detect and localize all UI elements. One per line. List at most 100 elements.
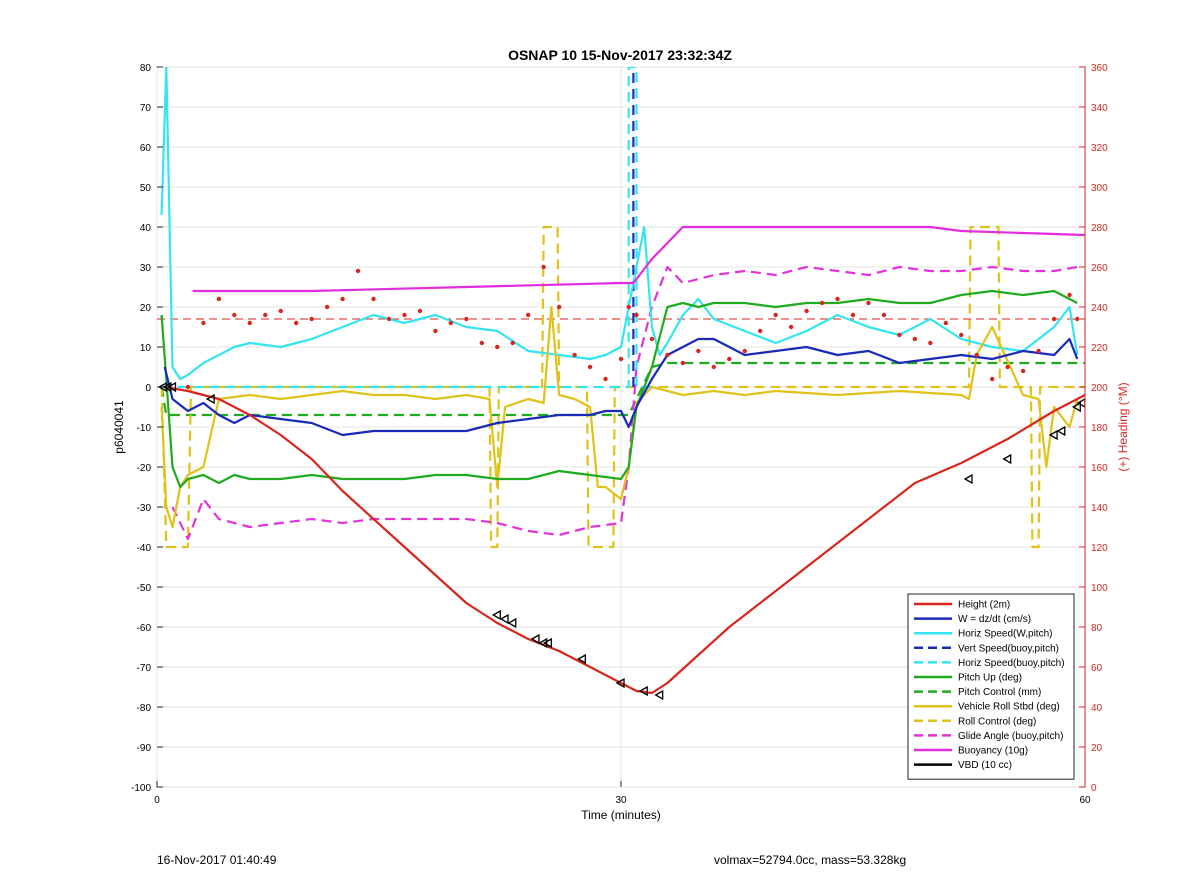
heading-dot: [819, 300, 825, 306]
heading-dot: [773, 312, 778, 318]
legend-label: Pitch Up (deg): [958, 673, 1022, 684]
tick-label-right: 320: [1091, 143, 1108, 154]
heading-dot: [247, 320, 252, 326]
height-marker: [542, 637, 552, 649]
tick-label-right: 360: [1091, 63, 1108, 74]
heading-dot: [309, 316, 314, 322]
footer-timestamp: 16-Nov-2017 01:40:49: [157, 853, 277, 867]
heading-dot: [278, 308, 283, 314]
heading-dot: [866, 300, 871, 306]
heading-dot: [626, 304, 631, 310]
legend-label: Horiz Speed(W,pitch): [958, 629, 1052, 640]
heading-dot: [386, 316, 392, 322]
y-axis-label-left: p6040041: [112, 400, 126, 454]
legend-label: Roll Control (deg): [958, 716, 1036, 727]
tick-label-right: 300: [1091, 183, 1108, 194]
tick-label-left: 70: [140, 103, 152, 114]
tick-label-right: 340: [1091, 103, 1108, 114]
height-marker: [654, 689, 664, 701]
heading-dot: [959, 332, 964, 338]
heading-dot: [835, 296, 840, 302]
height-marker: [167, 381, 177, 393]
heading-dot: [742, 348, 747, 354]
legend-label: Glide Angle (buoy,pitch): [958, 731, 1063, 742]
tick-label-left: 30: [140, 263, 152, 274]
heading-dot: [495, 344, 500, 350]
y-axis-label-right: (+) Heading (°M): [1116, 382, 1130, 471]
height-marker: [499, 613, 509, 625]
tick-label-right: 80: [1091, 623, 1103, 634]
height-markers: [157, 381, 1085, 701]
legend-label: Pitch Control (mm): [958, 687, 1041, 698]
height-marker: [162, 381, 172, 393]
series-line-1: [163, 337, 1079, 437]
tick-label-x: 0: [154, 795, 160, 806]
heading-dot: [510, 340, 515, 346]
tick-label-left: 50: [140, 183, 152, 194]
series-line-5: [160, 289, 1078, 489]
heading-dot: [696, 348, 701, 354]
heading-dot: [587, 364, 593, 370]
heading-dot: [232, 312, 237, 318]
tick-label-x: 30: [615, 795, 627, 806]
tick-label-left: -80: [137, 703, 152, 714]
heading-dot: [1020, 368, 1026, 374]
heading-dot: [417, 308, 423, 314]
heading-dot: [324, 304, 330, 310]
legend: Height (2m) W = dz/dt (cm/s) Horiz Speed(W…: [907, 593, 1075, 780]
tick-label-left: -50: [137, 583, 152, 594]
height-marker: [1056, 425, 1066, 437]
height-marker: [1048, 429, 1058, 441]
tick-label-right: 140: [1091, 503, 1108, 514]
height-marker: [615, 677, 625, 689]
heading-dot: [185, 384, 191, 390]
height-marker: [638, 685, 648, 697]
legend-label: Height (2m): [958, 600, 1010, 611]
height-marker: [538, 637, 548, 649]
tick-label-left: 40: [140, 223, 152, 234]
tick-label-left: -70: [137, 663, 152, 674]
heading-dot: [1005, 364, 1010, 370]
heading-dot: [711, 364, 716, 370]
heading-dot: [603, 376, 608, 382]
tick-label-right: 260: [1091, 263, 1108, 274]
height-marker: [1002, 453, 1012, 465]
series-line-7: [160, 305, 1079, 529]
heading-dot: [433, 328, 438, 334]
heading-dot: [634, 312, 639, 318]
tick-label-left: -10: [137, 423, 152, 434]
legend-label: Buoyancy (10g): [958, 746, 1028, 757]
heading-dot: [758, 328, 763, 334]
tick-label-right: 0: [1091, 783, 1097, 794]
height-marker: [577, 653, 586, 665]
tick-label-left: -60: [137, 623, 152, 634]
tick-label-left: -20: [137, 463, 152, 474]
tick-label-left: -40: [137, 543, 152, 554]
tick-label-left: -100: [131, 783, 151, 794]
legend-label: Vehicle Roll Stbd (deg): [958, 702, 1060, 713]
heading-dot: [881, 312, 887, 318]
heading-dot: [464, 316, 469, 322]
heading-dots: [185, 264, 1080, 390]
heading-dot: [990, 376, 995, 382]
heading-dot: [680, 360, 686, 366]
tick-label-right: 240: [1091, 303, 1108, 314]
axes: 80706050403020100-10-20-30-40-50-60-70-8…: [131, 63, 1108, 806]
heading-dot: [649, 336, 655, 342]
heading-dot: [1036, 348, 1041, 354]
footer-volmax-mass: volmax=52794.0cc, mass=53.328kg: [714, 853, 907, 867]
legend-label: Vert Speed(buoy,pitch): [958, 643, 1059, 654]
height-marker: [157, 381, 167, 393]
heading-dot: [572, 352, 577, 358]
tick-label-left: 10: [140, 343, 152, 354]
heading-dot: [943, 320, 948, 326]
heading-dot: [340, 296, 345, 302]
tick-label-left: 80: [140, 63, 152, 74]
series-line-2: [160, 67, 1079, 381]
legend-label: VBD (10 cc): [958, 760, 1012, 771]
heading-dot: [850, 312, 856, 318]
tick-label-right: 220: [1091, 343, 1108, 354]
heading-dot: [479, 340, 484, 346]
heading-dot: [402, 312, 407, 318]
tick-label-left: 60: [140, 143, 152, 154]
